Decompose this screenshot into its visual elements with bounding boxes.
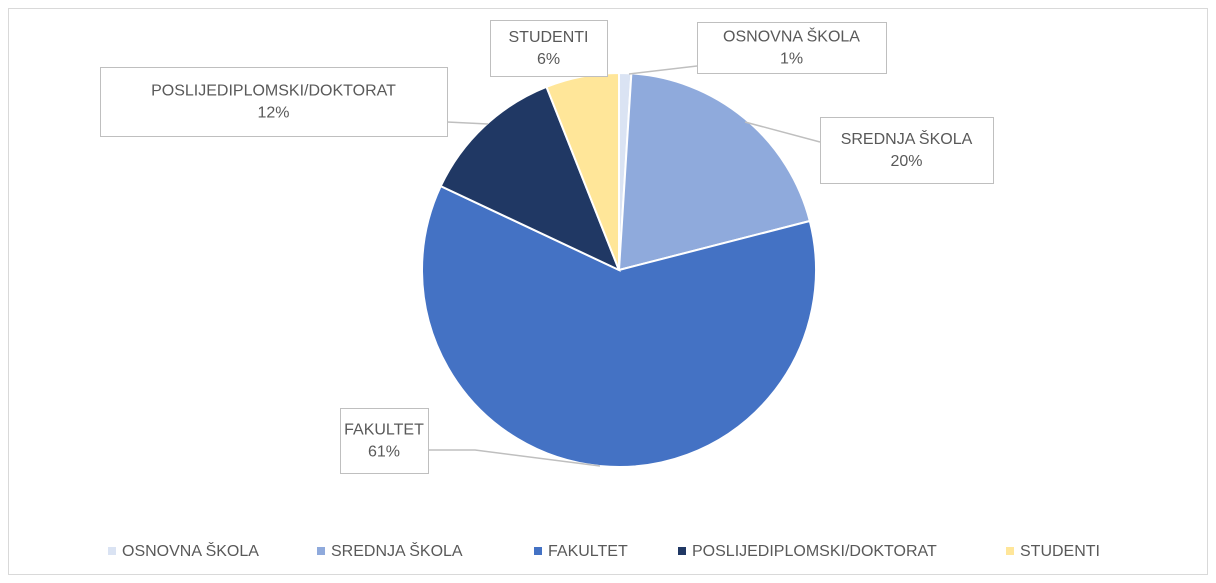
data-label-value: 20% <box>890 153 922 170</box>
label-box <box>820 117 994 184</box>
legend-marker <box>1006 547 1014 555</box>
legend-label: OSNOVNA ŠKOLA <box>122 541 259 560</box>
data-label-name: STUDENTI <box>509 29 589 46</box>
legend-marker <box>534 547 542 555</box>
leader-line <box>428 449 601 467</box>
data-label-name: FAKULTET <box>344 422 424 439</box>
data-label-name: OSNOVNA ŠKOLA <box>723 27 860 46</box>
pie-slice <box>421 184 817 468</box>
data-label-value: 6% <box>537 51 560 68</box>
data-label-value: 12% <box>257 105 289 122</box>
legend-label: POSLIJEDIPLOMSKI/DOKTORAT <box>692 543 937 560</box>
leader-line <box>446 121 489 125</box>
legend-marker <box>108 547 116 555</box>
legend-label: SREDNJA ŠKOLA <box>331 541 463 560</box>
label-box <box>490 20 608 77</box>
pie-slice <box>617 72 812 272</box>
data-label-name: SREDNJA ŠKOLA <box>841 129 973 148</box>
label-box <box>100 67 448 137</box>
leader-line <box>628 65 698 75</box>
leader-line <box>744 121 821 143</box>
label-box <box>697 22 887 74</box>
pie-slice <box>439 85 621 272</box>
legend-label: FAKULTET <box>548 543 628 560</box>
legend-label: STUDENTI <box>1020 543 1100 560</box>
legend-marker <box>678 547 686 555</box>
legend-marker <box>317 547 325 555</box>
data-label-value: 61% <box>368 444 400 461</box>
label-box <box>340 408 429 474</box>
data-label-value: 1% <box>780 51 803 68</box>
data-label-name: POSLIJEDIPLOMSKI/DOKTORAT <box>151 83 396 100</box>
